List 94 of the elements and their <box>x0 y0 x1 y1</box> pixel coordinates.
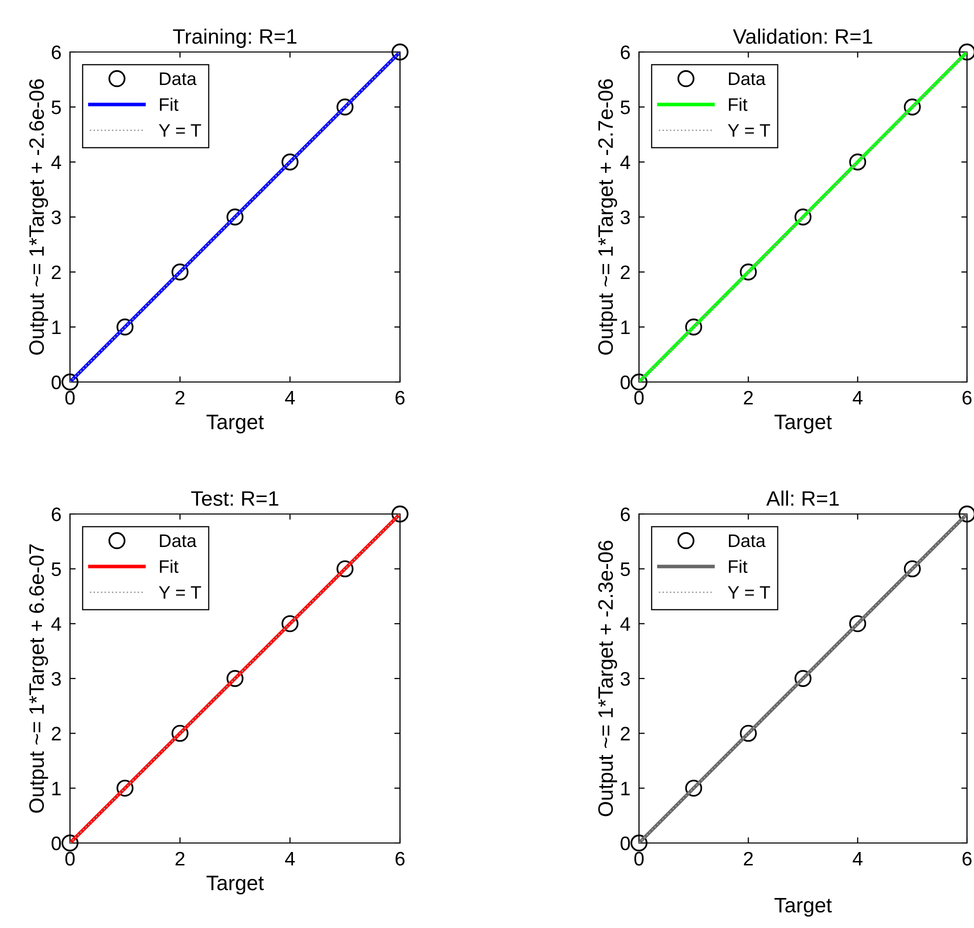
x-tick-label: 0 <box>65 390 75 405</box>
point <box>794 208 812 226</box>
point <box>116 780 134 797</box>
point <box>226 208 244 226</box>
y-tick-label: 6 <box>620 45 630 60</box>
x-axis-title: Target <box>206 876 264 894</box>
point <box>740 264 757 280</box>
y-tick-label: 2 <box>620 726 630 740</box>
y-tick-label: 0 <box>52 836 61 850</box>
legend-label: Data <box>728 534 766 548</box>
point <box>172 264 188 280</box>
legend-label: Data <box>728 72 766 86</box>
y-tick-label: 2 <box>620 265 630 280</box>
point <box>336 98 354 116</box>
y-tick-label: 3 <box>620 672 630 686</box>
x-tick-label: 6 <box>396 852 405 866</box>
point <box>392 506 408 522</box>
legend-label: Data <box>160 534 197 548</box>
x-tick-label: 0 <box>634 390 644 405</box>
point <box>392 44 408 60</box>
y-tick-label: 4 <box>620 156 630 170</box>
x-tick-label: 2 <box>176 390 184 404</box>
point <box>62 834 78 852</box>
chart-title: Training: R=1 <box>173 28 296 48</box>
point <box>849 615 866 632</box>
y-tick-label: 1 <box>52 320 61 334</box>
x-tick-label: 6 <box>962 852 972 866</box>
point <box>685 780 702 797</box>
x-axis-title: Target <box>774 414 832 434</box>
x-tick-label: 0 <box>634 852 644 866</box>
x-tick-label: 4 <box>852 852 863 866</box>
y-tick-label: 5 <box>620 100 630 114</box>
point <box>116 318 134 336</box>
legend-label: Fit <box>160 560 178 573</box>
y-tick-label: 3 <box>620 210 630 224</box>
chart-title: All: R=1 <box>766 490 839 506</box>
point <box>282 615 298 632</box>
chart-title: Validation: R=1 <box>732 28 872 44</box>
x-tick-label: 4 <box>852 391 863 404</box>
legend-label: Fit <box>728 560 748 573</box>
y-tick-label: 4 <box>51 617 62 631</box>
x-tick-label: 4 <box>285 852 295 866</box>
legend-label: Fit <box>728 98 748 111</box>
point <box>904 98 921 116</box>
y-tick-label: 5 <box>620 562 630 576</box>
y-tick-label: 2 <box>52 726 61 740</box>
x-tick-label: 0 <box>65 852 75 866</box>
y-tick-label: 4 <box>620 617 630 631</box>
y-tick-label: 5 <box>52 562 61 576</box>
y-tick-label: 0 <box>620 375 630 390</box>
legend-label: Y = T <box>158 124 202 137</box>
y-axis-title: Output ~= 1*Target + -2.6e-06 <box>29 79 48 355</box>
point <box>849 154 866 170</box>
y-tick-label: 0 <box>620 836 630 850</box>
point <box>794 670 812 687</box>
x-axis-title: Target <box>774 898 832 917</box>
point <box>62 374 78 390</box>
x-tick-label: 2 <box>744 390 753 404</box>
chart-title: Test: R=1 <box>191 491 278 506</box>
point <box>904 560 921 578</box>
point <box>630 374 648 390</box>
y-tick-label: 0 <box>52 375 61 390</box>
y-tick-label: 3 <box>52 210 61 224</box>
legend-label: Fit <box>160 98 178 111</box>
y-tick-label: 6 <box>620 507 630 522</box>
point <box>282 154 298 170</box>
point <box>172 724 188 742</box>
y-tick-label: 1 <box>52 782 61 796</box>
legend-label: Y = T <box>158 586 202 599</box>
y-tick-label: 4 <box>51 156 62 170</box>
point <box>740 724 757 742</box>
point <box>226 670 244 687</box>
y-axis-title: Output ~= 1*Target + -2.7e-06 <box>598 79 618 355</box>
x-tick-label: 6 <box>396 390 405 405</box>
x-tick-label: 2 <box>744 852 753 866</box>
y-tick-label: 5 <box>52 100 61 114</box>
x-tick-label: 6 <box>962 390 972 405</box>
legend-label: Data <box>160 72 197 86</box>
y-tick-label: 6 <box>52 45 61 60</box>
y-axis-title: Output ~= 1*Target + -2.3e-06 <box>598 540 618 816</box>
y-tick-label: 6 <box>52 507 61 522</box>
point <box>336 560 354 578</box>
point <box>630 834 648 852</box>
x-tick-label: 4 <box>285 391 295 404</box>
y-tick-label: 1 <box>621 782 630 796</box>
x-tick-label: 2 <box>176 852 184 866</box>
x-axis-title: Target <box>206 414 264 434</box>
y-tick-label: 2 <box>52 265 61 280</box>
y-axis-title: Output ~= 1*Target + 6.6e-07 <box>29 544 48 813</box>
legend-label: Y = T <box>728 586 770 599</box>
y-tick-label: 3 <box>52 672 61 686</box>
y-tick-label: 1 <box>621 320 630 334</box>
point <box>685 318 702 336</box>
legend-label: Y = T <box>728 124 770 137</box>
